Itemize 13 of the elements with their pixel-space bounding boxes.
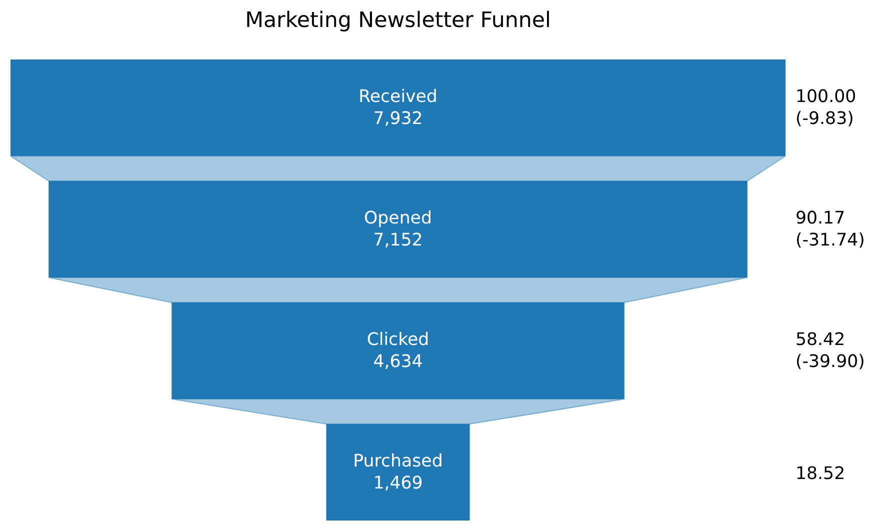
category-label: Purchased [353, 451, 443, 472]
text: 58.42 (-39.90) [796, 330, 865, 372]
text: 18.52 [796, 464, 846, 484]
text: Marketing Newsletter Funnel [245, 8, 551, 33]
category-label: Received [358, 86, 438, 107]
text: 100.00 (-9.83) [796, 86, 856, 129]
text: 90.17 (-31.74) [796, 208, 865, 250]
data-label: 7,152 [373, 230, 423, 250]
category-label: Opened [364, 208, 432, 228]
data-label: 1,469 [373, 473, 423, 494]
data-label: 7,932 [373, 108, 423, 129]
data-label: 4,634 [373, 352, 423, 372]
category-label: Clicked [366, 330, 430, 350]
